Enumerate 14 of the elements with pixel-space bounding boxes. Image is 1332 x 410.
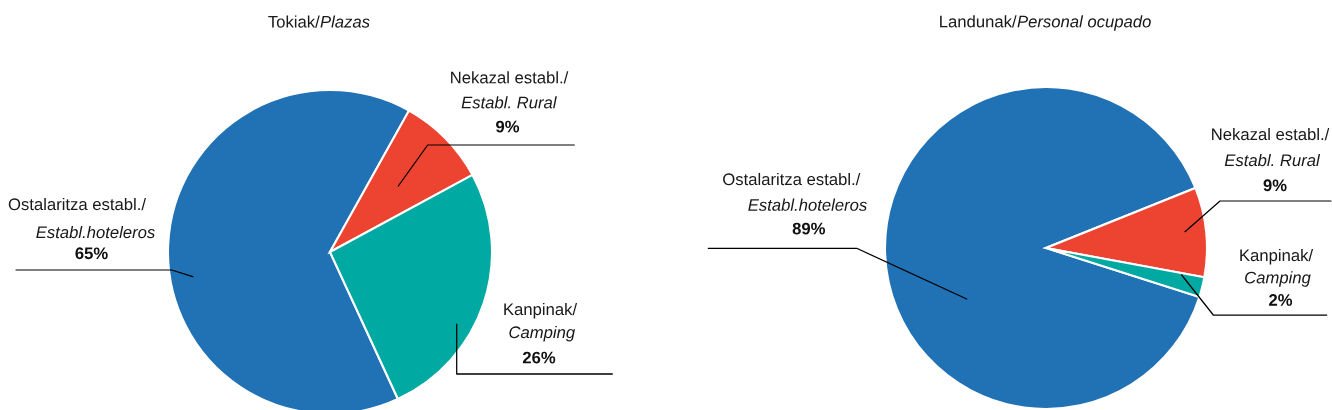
chart-title: Tokiak/Plazas: [268, 15, 370, 28]
slice-label: Nekazal establ./Establ. Rural: [1212, 127, 1330, 167]
data-label: 2%: [1269, 294, 1293, 306]
data-label: 65%: [75, 247, 108, 260]
slice-label: Nekazal establ./Establ. Rural: [451, 71, 569, 109]
data-label: 9%: [1263, 179, 1287, 192]
slice-label: Kanpinak/Camping: [1240, 248, 1314, 287]
chart-title: Landunak/Personal ocupado: [940, 15, 1151, 31]
slice-label: Ostalaritza establ./Establ.hoteleros: [723, 172, 867, 211]
data-label: 26%: [522, 351, 556, 364]
data-label: 89%: [792, 222, 826, 235]
slice-label: Kanpinak/Camping: [504, 302, 578, 342]
slice-label: Ostalaritza establ./Establ.hoteleros: [8, 197, 155, 239]
data-label: 9%: [496, 120, 520, 133]
